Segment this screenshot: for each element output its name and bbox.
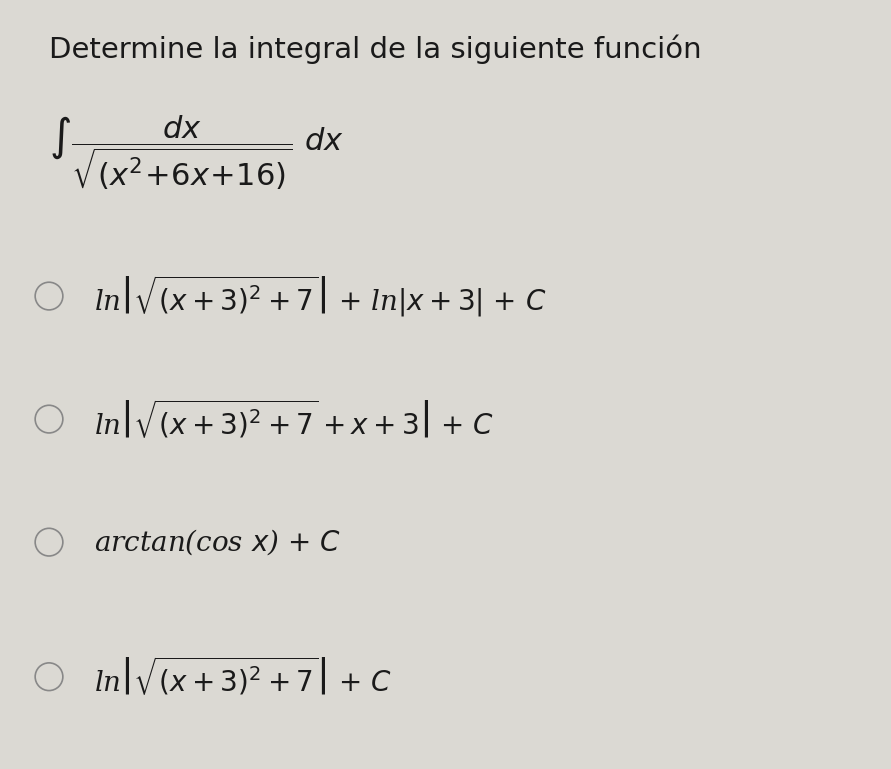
Text: arctan(cos $x$) + $C$: arctan(cos $x$) + $C$	[94, 528, 340, 557]
Text: $\int \dfrac{dx}{\sqrt{(x^2\!+\!6x\!+\!16)}}\ dx$: $\int \dfrac{dx}{\sqrt{(x^2\!+\!6x\!+\!1…	[49, 115, 344, 193]
Ellipse shape	[35, 282, 63, 310]
Text: ln$\left|\sqrt{(x+3)^2+7}+x+3\right|$ + $C$: ln$\left|\sqrt{(x+3)^2+7}+x+3\right|$ + …	[94, 398, 494, 441]
Ellipse shape	[35, 663, 63, 691]
Text: ln$\left|\sqrt{(x+3)^2+7}\right|$ + ln$|x+3|$ + $C$: ln$\left|\sqrt{(x+3)^2+7}\right|$ + ln$|…	[94, 273, 546, 319]
Ellipse shape	[35, 528, 63, 556]
Text: ln$\left|\sqrt{(x+3)^2+7}\right|$ + $C$: ln$\left|\sqrt{(x+3)^2+7}\right|$ + $C$	[94, 655, 391, 698]
Ellipse shape	[35, 405, 63, 433]
Text: Determine la integral de la siguiente función: Determine la integral de la siguiente fu…	[49, 35, 701, 64]
